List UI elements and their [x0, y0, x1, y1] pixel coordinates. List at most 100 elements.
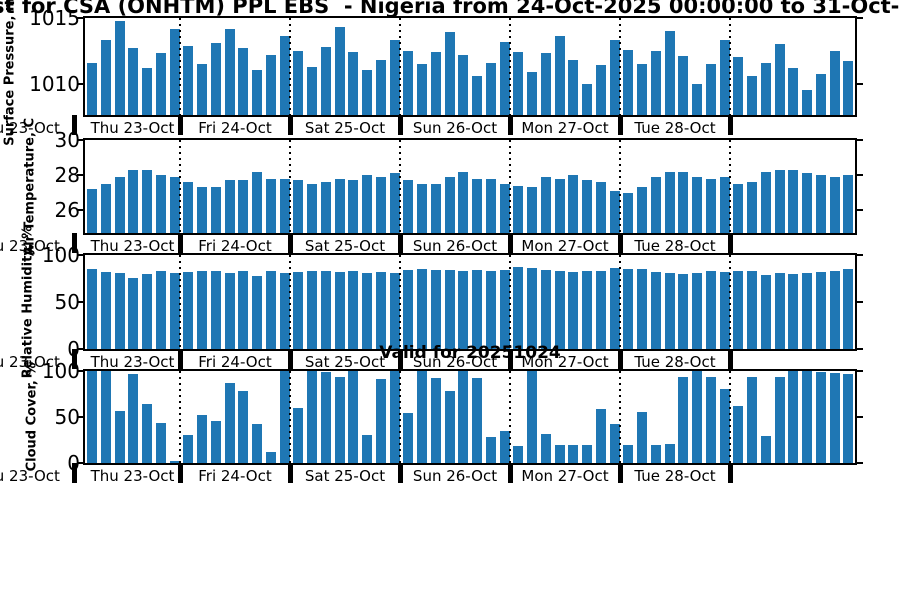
air-temperature-bar	[293, 180, 304, 233]
relative-humidity-bar	[128, 277, 139, 349]
figure-title: st for CSA (ONHTM) PPL EBS - Nigeria fro…	[0, 0, 900, 18]
surface-pressure-bar	[430, 52, 441, 115]
day-boundary-tick	[71, 463, 77, 483]
cloud-cover-bar	[114, 410, 125, 463]
surface-pressure-bar	[540, 53, 551, 115]
day-label: Thu 23-Oct	[90, 353, 175, 371]
cloud-cover-bar	[499, 430, 510, 463]
air-temperature-bar	[114, 176, 125, 233]
air-temperature-bar	[829, 176, 840, 233]
surface-pressure-bar	[197, 63, 207, 115]
air-temperature-bar	[265, 178, 276, 233]
day-label-clipped: Thu 23-Oct	[0, 467, 60, 485]
air-temperature-plot	[83, 138, 857, 235]
surface-pressure-bar	[403, 50, 414, 115]
cloud-cover-bar	[142, 404, 152, 463]
surface-pressure-bar	[389, 40, 400, 115]
relative-humidity-bar	[389, 272, 400, 349]
day-boundary-tick	[397, 349, 403, 369]
relative-humidity-bar	[224, 272, 235, 349]
valid-for-annotation: Valid for 20251024	[379, 343, 561, 363]
air-temperature-bar	[128, 169, 139, 233]
cloud-cover-bar	[183, 434, 194, 463]
relative-humidity-bar	[375, 271, 386, 349]
day-label: Sat 25-Oct	[304, 467, 386, 485]
cloud-cover-bar	[554, 444, 565, 463]
day-label: Sun 26-Oct	[412, 353, 498, 371]
day-label: Sun 26-Oct	[412, 467, 498, 485]
cloud-cover-bar	[403, 413, 414, 463]
y-tick-right	[855, 370, 863, 372]
air-temperature-bar	[307, 183, 317, 233]
cloud-cover-bar	[307, 371, 317, 463]
day-boundary-line	[619, 140, 621, 233]
surface-pressure-bar	[719, 40, 730, 115]
cloud-cover-bar	[692, 371, 702, 463]
cloud-cover-bar	[623, 444, 634, 463]
surface-pressure-bar	[527, 71, 537, 115]
day-boundary-line	[179, 140, 181, 233]
surface-pressure-bar	[472, 75, 482, 115]
cloud-cover-bar	[788, 371, 799, 463]
relative-humidity-bar	[802, 272, 812, 349]
day-boundary-tick	[617, 349, 623, 369]
relative-humidity-bar	[499, 270, 510, 349]
air-temperature-bar	[843, 175, 854, 233]
air-temperature-bar	[802, 173, 812, 233]
day-boundary-line	[509, 18, 511, 115]
cloud-cover-bar	[155, 422, 166, 463]
surface-pressure-bar	[788, 67, 799, 115]
cloud-cover-bar	[705, 377, 716, 463]
day-boundary-tick	[287, 349, 293, 369]
relative-humidity-bar	[320, 271, 331, 349]
cloud-cover-bar	[568, 444, 579, 463]
relative-humidity-bar	[692, 272, 702, 349]
day-label: Sun 26-Oct	[412, 119, 498, 137]
air-temperature-bar	[348, 180, 359, 233]
air-temperature-bar	[472, 178, 482, 233]
y-tick-left	[77, 17, 85, 19]
cloud-cover-bar	[87, 371, 97, 463]
surface-pressure-bar	[279, 36, 290, 115]
day-boundary-tick	[617, 233, 623, 253]
relative-humidity-bar	[623, 269, 634, 349]
surface-pressure-plot	[83, 16, 857, 117]
air-temperature-bar	[417, 183, 427, 233]
cloud-cover-bar	[210, 420, 221, 463]
day-boundary-tick	[177, 349, 183, 369]
relative-humidity-bar	[430, 270, 441, 349]
air-temperature-bar	[788, 169, 799, 233]
day-boundary-tick	[287, 463, 293, 483]
surface-pressure-bar	[829, 50, 840, 115]
cloud-cover-bar	[843, 373, 854, 463]
day-label: Thu 23-Oct	[90, 467, 175, 485]
y-tick-left	[77, 174, 85, 177]
day-boundary-line	[509, 371, 511, 463]
y-tick-right	[855, 416, 863, 418]
cloud-cover-bar	[815, 371, 826, 463]
air-temperature-bar	[458, 171, 469, 233]
y-tick-left	[77, 301, 85, 303]
relative-humidity-bar	[307, 271, 317, 349]
cloud-cover-bar	[265, 452, 276, 463]
surface-pressure-bar	[155, 53, 166, 115]
air-temperature-bar	[513, 185, 524, 233]
surface-pressure-bar	[692, 83, 702, 115]
relative-humidity-bar	[155, 271, 166, 349]
surface-pressure-bar	[678, 56, 689, 115]
day-boundary-line	[289, 371, 291, 463]
relative-humidity-bar	[114, 272, 125, 349]
surface-pressure-bar	[362, 70, 372, 115]
relative-humidity-bar	[774, 272, 785, 349]
air-temperature-bar	[499, 183, 510, 233]
day-boundary-tick	[287, 115, 293, 135]
cloud-cover-bar	[128, 373, 139, 463]
day-label: Fri 24-Oct	[198, 353, 272, 371]
cloud-cover-bar	[362, 434, 372, 463]
day-label: Tue 28-Oct	[634, 237, 716, 255]
day-label-clipped: Thu 23-Oct	[0, 237, 60, 255]
surface-pressure-bar	[128, 48, 139, 115]
air-temperature-bar	[238, 180, 249, 233]
relative-humidity-ytick-label: 50	[54, 290, 80, 314]
